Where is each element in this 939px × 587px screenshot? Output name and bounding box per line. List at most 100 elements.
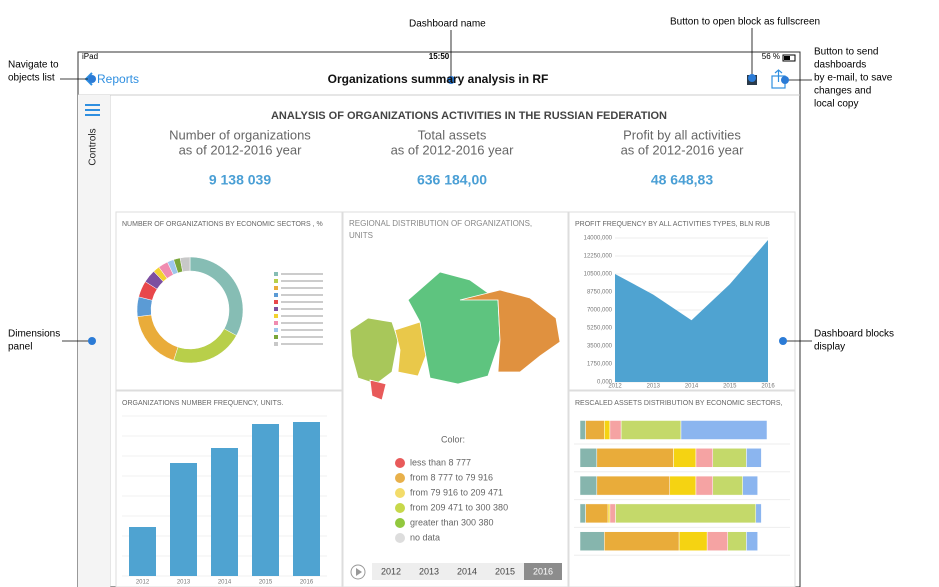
callout-dot — [447, 76, 455, 84]
callout-dot — [88, 75, 96, 83]
menu-icon[interactable] — [85, 104, 100, 116]
y-tick-label: 3500,000 — [587, 344, 613, 350]
block-title: RESCALED ASSETS DISTRIBUTION BY ECONOMIC… — [575, 400, 783, 407]
bar — [211, 448, 238, 576]
bar-segment — [579, 420, 586, 440]
legend-text-placeholder — [281, 308, 323, 310]
battery-icon — [782, 54, 796, 62]
map-legend-dot — [395, 458, 405, 468]
map-legend-label: less than 8 777 — [410, 457, 471, 467]
kpi-label: as of 2012-2016 year — [621, 142, 745, 157]
timeline-cell[interactable] — [524, 563, 562, 580]
callout-dot — [748, 74, 756, 82]
bar-segment — [706, 531, 728, 551]
kpi-label: Number of organizations — [169, 127, 311, 142]
timeline-cell[interactable] — [448, 563, 486, 580]
controls-label: Controls — [88, 128, 99, 165]
x-tick-label: 2016 — [300, 580, 314, 586]
legend-swatch — [274, 300, 278, 304]
annotation: objects list — [8, 73, 55, 84]
kpi-value: 9 138 039 — [209, 172, 271, 188]
bar-segment — [604, 531, 680, 551]
map-legend-label: no data — [410, 532, 440, 542]
kpi-value: 636 184,00 — [417, 172, 487, 188]
bar — [252, 424, 279, 576]
annotation: display — [814, 342, 845, 353]
y-tick-label: 8750,000 — [587, 290, 613, 296]
legend-swatch — [274, 342, 278, 346]
bar-segment — [579, 503, 586, 524]
block-title: REGIONAL DISTRIBUTION OF ORGANIZATIONS, — [349, 219, 532, 228]
legend-swatch — [274, 335, 278, 339]
kpi-label: as of 2012-2016 year — [179, 142, 303, 157]
x-tick-label: 2014 — [685, 384, 699, 390]
map-legend-dot — [395, 518, 405, 528]
y-tick-label: 5250,000 — [587, 326, 613, 332]
kpi-label: Total assets — [418, 127, 487, 142]
annotation: Button to send — [814, 47, 879, 58]
map-legend-label: from 209 471 to 300 380 — [410, 502, 508, 512]
block-title: ORGANIZATIONS NUMBER FREQUENCY, UNITS. — [122, 400, 284, 407]
y-tick-label: 0,000 — [597, 380, 613, 386]
legend-text-placeholder — [281, 280, 323, 282]
callout-dot — [781, 76, 789, 84]
legend-swatch — [274, 293, 278, 297]
timeline-cell[interactable] — [372, 563, 410, 580]
kpi-value: 48 648,83 — [651, 172, 713, 188]
bar-segment — [620, 420, 682, 440]
y-tick-label: 1750,000 — [587, 362, 613, 368]
dashboard-title: ANALYSIS OF ORGANIZATIONS ACTIVITIES IN … — [271, 110, 667, 122]
bar-segment — [678, 531, 708, 551]
map-legend-dot — [395, 533, 405, 543]
bar-segment — [596, 448, 674, 468]
play-icon — [356, 568, 362, 576]
map-legend-dot — [395, 503, 405, 513]
bar-segment — [755, 503, 762, 524]
x-tick-label: 2015 — [259, 580, 273, 586]
x-tick-label: 2014 — [218, 580, 232, 586]
y-tick-label: 7000,000 — [587, 308, 613, 314]
bar-segment — [712, 475, 743, 496]
legend-swatch — [274, 279, 278, 283]
bar-segment — [742, 475, 758, 496]
bar-segment — [604, 420, 611, 440]
bar-segment — [669, 475, 697, 496]
timeline-cell[interactable] — [486, 563, 524, 580]
bar-segment — [680, 420, 768, 440]
back-button[interactable]: Reports — [97, 72, 139, 86]
y-tick-label: 10500,000 — [584, 272, 613, 278]
annotation: Dimensions — [8, 329, 60, 340]
x-tick-label: 2012 — [608, 384, 622, 390]
kpi-label: Profit by all activities — [623, 127, 741, 142]
map-legend-title: Color: — [441, 434, 465, 444]
legend-swatch — [274, 321, 278, 325]
legend-text-placeholder — [281, 343, 323, 345]
bar — [293, 422, 320, 576]
battery-level — [784, 56, 790, 60]
block-title: NUMBER OF ORGANIZATIONS BY ECONOMIC SECT… — [122, 221, 323, 228]
bar-segment — [585, 420, 605, 440]
kpi-label: as of 2012-2016 year — [391, 142, 515, 157]
map-legend-label: from 8 777 to 79 916 — [410, 472, 493, 482]
bar — [170, 463, 197, 576]
block-title: UNITS — [349, 231, 373, 240]
annotation: changes and — [814, 86, 871, 97]
map-legend-dot — [395, 473, 405, 483]
bar-segment — [746, 448, 762, 468]
legend-swatch — [274, 272, 278, 276]
x-tick-label: 2012 — [136, 580, 150, 586]
x-tick-label: 2013 — [647, 384, 661, 390]
bar-segment — [615, 503, 757, 524]
map-legend-label: from 79 916 to 209 471 — [410, 487, 503, 497]
x-tick-label: 2016 — [761, 384, 775, 390]
annotation: local copy — [814, 99, 858, 110]
timeline-cell[interactable] — [410, 563, 448, 580]
blocks — [115, 211, 796, 587]
bar-segment — [596, 475, 671, 496]
bar-segment — [712, 448, 747, 468]
annotation: by e-mail, to save — [814, 73, 893, 84]
bar — [129, 527, 156, 576]
bar-segment — [585, 503, 609, 524]
status-device: iPad — [82, 52, 98, 61]
